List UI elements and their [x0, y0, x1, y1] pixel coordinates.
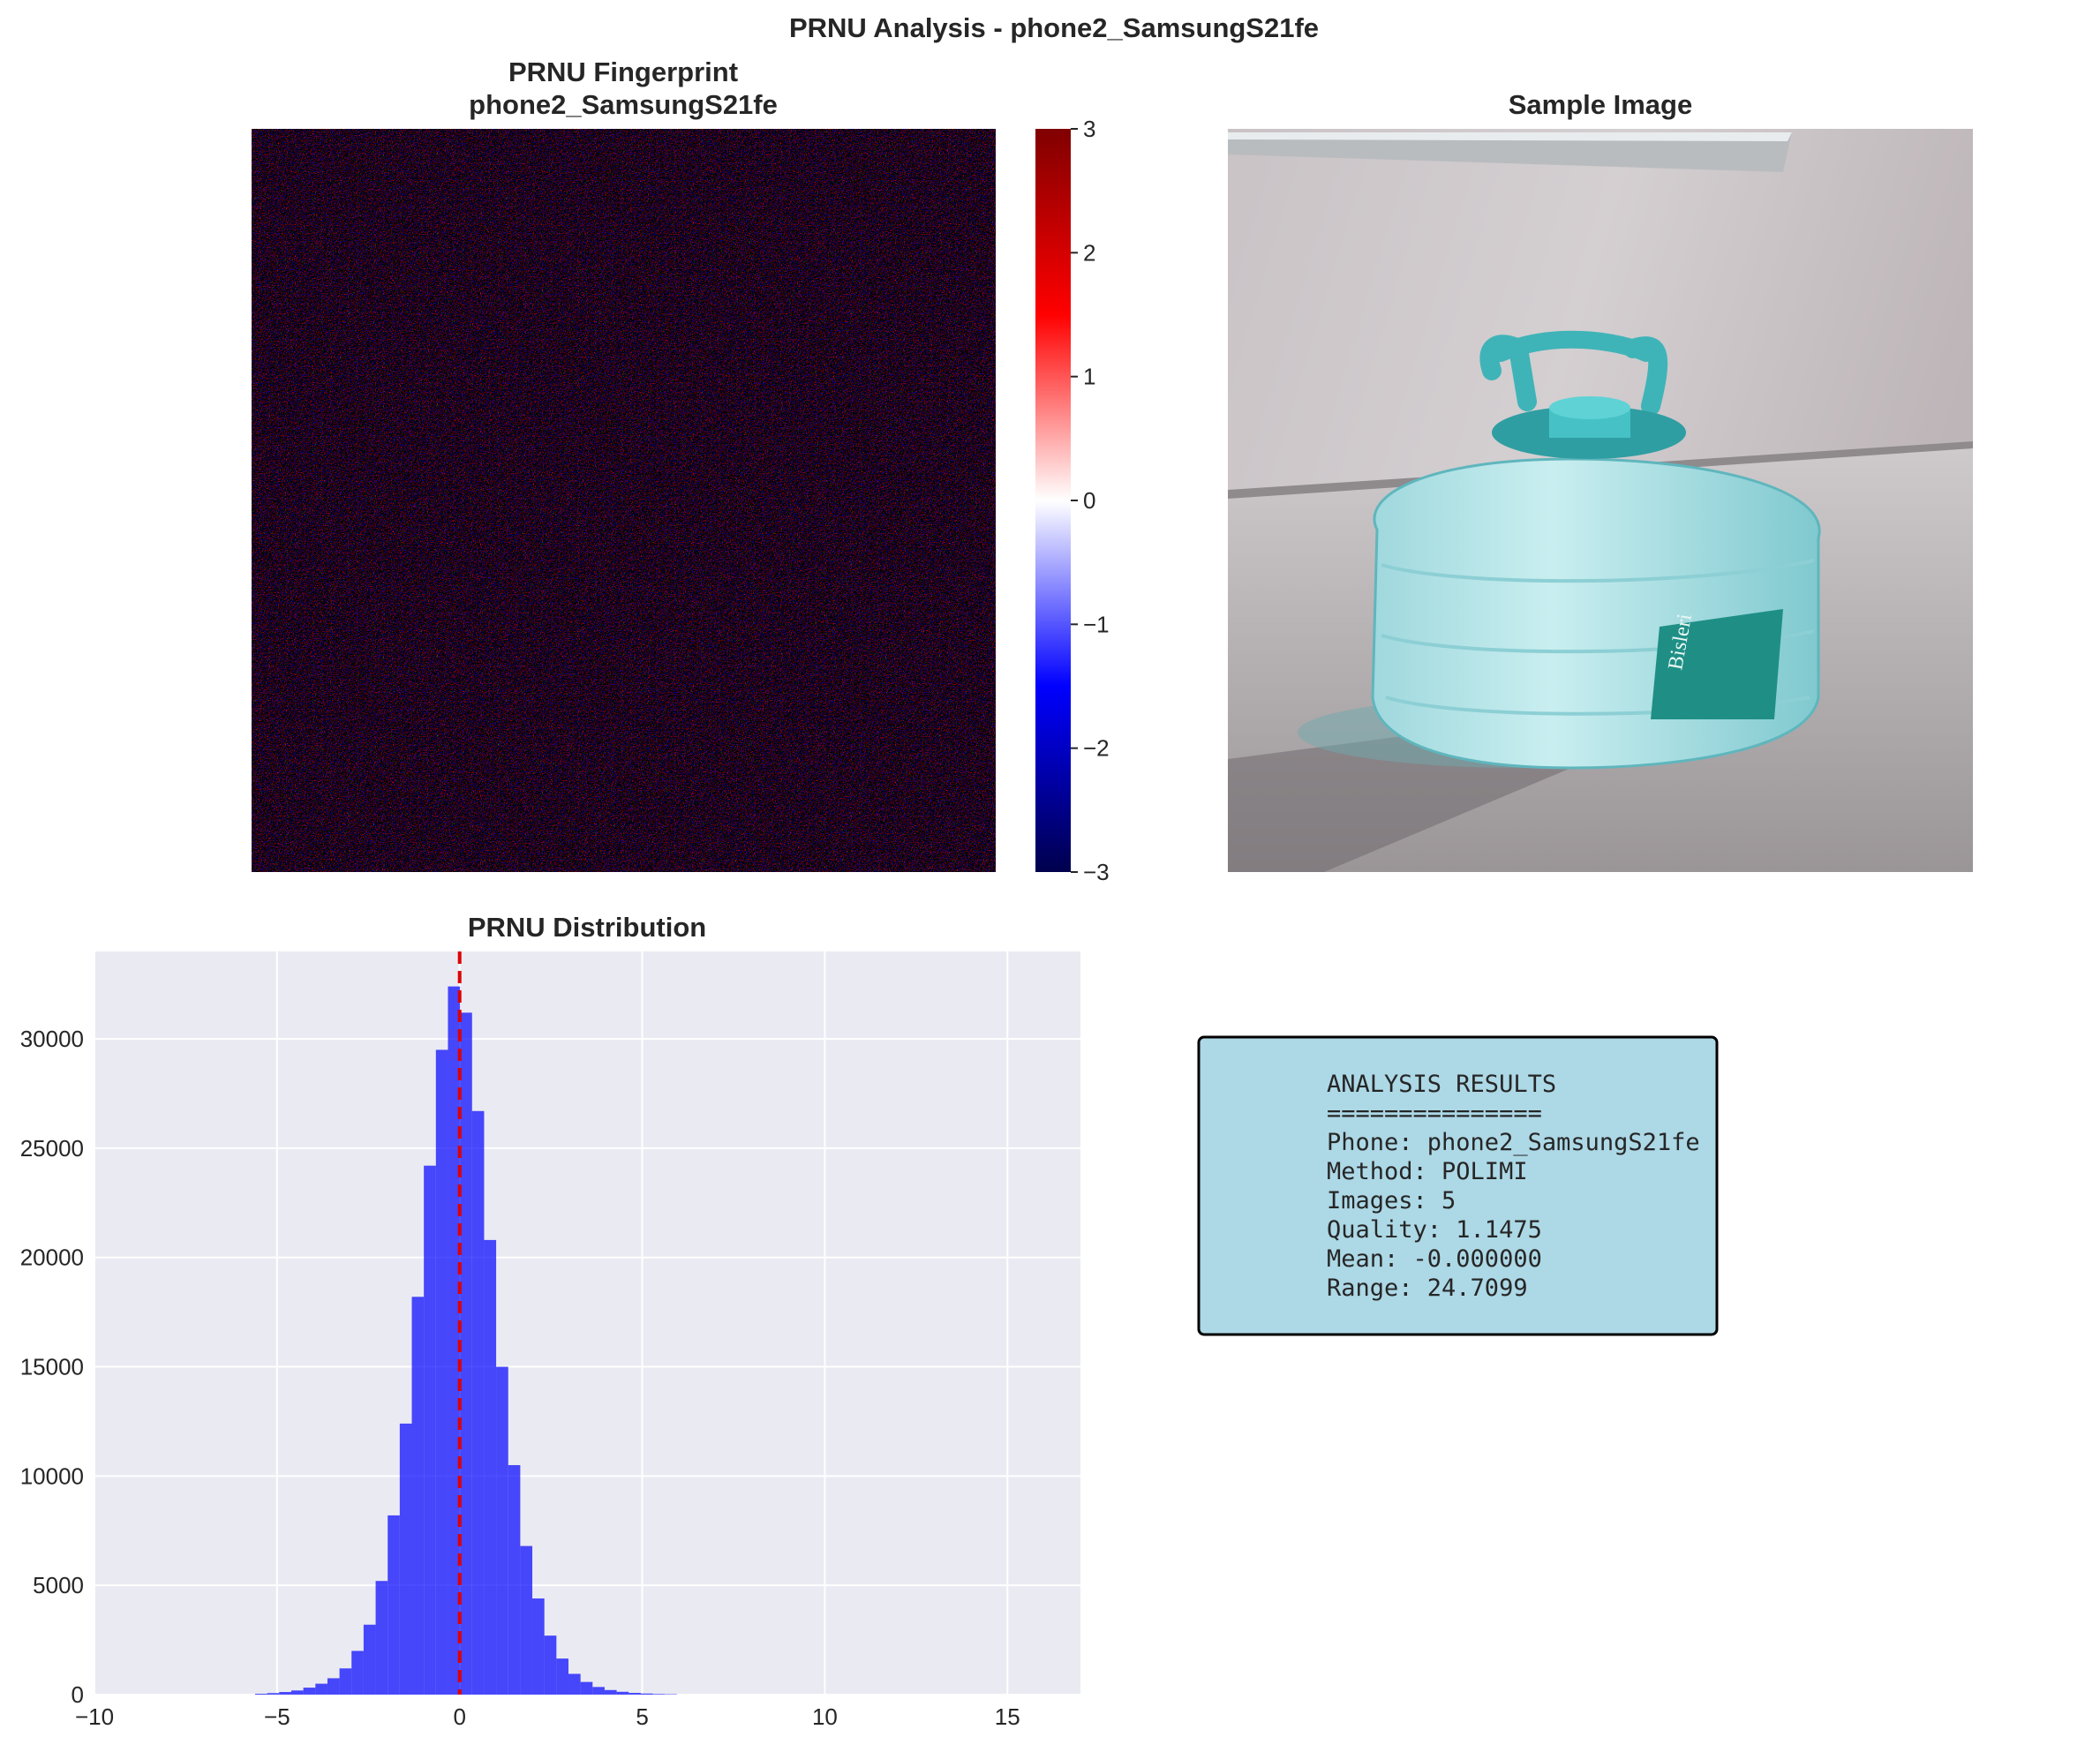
- distribution-title: PRNU Distribution: [468, 912, 706, 943]
- histogram-bar: [363, 1624, 376, 1695]
- results-line: Phone: phone2_SamsungS21fe: [1327, 1129, 1700, 1156]
- histogram-bar: [315, 1683, 327, 1695]
- colorbar-tick-label: 3: [1083, 116, 1095, 142]
- x-tick-label: −5: [264, 1703, 290, 1730]
- colorbar-tick-label: 0: [1083, 487, 1095, 514]
- histogram-bar: [460, 1012, 472, 1695]
- results-line: ===============: [1327, 1100, 1542, 1127]
- y-tick-label: 15000: [20, 1354, 84, 1380]
- histogram-bar: [640, 1693, 653, 1695]
- x-tick-label: −10: [75, 1703, 114, 1730]
- distribution-panel: PRNU Distribution −10 −5 0 5 10 15 0 5000 10000…: [20, 912, 1080, 1730]
- histogram-bar: [568, 1673, 581, 1695]
- results-panel: ANALYSIS RESULTS===============Phone: ph…: [1197, 1035, 1719, 1336]
- histogram-bar: [471, 1110, 485, 1695]
- x-tick-label: 15: [995, 1703, 1020, 1730]
- sample-image: Bisleri: [1228, 129, 1973, 872]
- histogram-bar: [327, 1678, 340, 1695]
- histogram-bar: [290, 1690, 304, 1695]
- histogram-bar: [532, 1598, 545, 1695]
- sample-panel: Sample Image Bisleri: [1228, 89, 1973, 872]
- x-tick-label: 5: [636, 1703, 648, 1730]
- results-line: Method: POLIMI: [1327, 1158, 1528, 1185]
- colorbar-ticks: 3 2 1 0 −1 −2 −3: [1071, 116, 1110, 885]
- histogram-bar: [652, 1694, 666, 1695]
- y-tick-label: 30000: [20, 1026, 84, 1052]
- results-line: Range: 24.7099: [1327, 1275, 1528, 1302]
- histogram-bar: [556, 1658, 568, 1695]
- histogram-bar: [255, 1694, 267, 1695]
- histogram-bar: [580, 1681, 593, 1695]
- colorbar-tick-label: −3: [1083, 859, 1110, 885]
- histogram-bars: [255, 986, 677, 1695]
- histogram-x-ticks: −10 −5 0 5 10 15: [75, 1703, 1020, 1730]
- colorbar-tick-label: 2: [1083, 239, 1095, 266]
- histogram-bar: [435, 1049, 448, 1695]
- results-lines: ANALYSIS RESULTS===============Phone: ph…: [1327, 1071, 1700, 1302]
- histogram-bar: [279, 1692, 291, 1695]
- histogram-axes-background: [94, 951, 1080, 1695]
- histogram-y-ticks: 0 5000 10000 15000 20000 25000 30000: [20, 1026, 84, 1708]
- fingerprint-title-line2: phone2_SamsungS21fe: [469, 89, 778, 120]
- figure-suptitle: PRNU Analysis - phone2_SamsungS21fe: [789, 12, 1319, 43]
- histogram-bar: [484, 1239, 497, 1695]
- histogram-bar: [388, 1515, 400, 1695]
- y-tick-label: 20000: [20, 1244, 84, 1271]
- y-tick-label: 0: [72, 1681, 84, 1708]
- histogram-bar: [339, 1668, 352, 1695]
- sample-title: Sample Image: [1509, 89, 1692, 120]
- histogram-bar: [375, 1581, 388, 1695]
- results-line: Quality: 1.1475: [1327, 1216, 1542, 1244]
- fingerprint-title-line1: PRNU Fingerprint: [508, 56, 738, 87]
- results-line: ANALYSIS RESULTS: [1327, 1071, 1556, 1098]
- colorbar: [1035, 129, 1071, 872]
- histogram-bar: [520, 1545, 533, 1695]
- histogram-bar: [424, 1165, 436, 1695]
- fingerprint-panel: PRNU Fingerprint phone2_SamsungS21fe 3 2 1…: [252, 56, 1110, 885]
- histogram-bar: [399, 1423, 412, 1695]
- results-box: [1197, 1035, 1719, 1336]
- histogram-bar: [604, 1689, 617, 1695]
- histogram-bar: [448, 986, 461, 1695]
- y-tick-label: 10000: [20, 1463, 84, 1489]
- histogram-bar: [592, 1687, 605, 1695]
- results-line: Mean: -0.000000: [1327, 1245, 1542, 1273]
- histogram-bar: [267, 1693, 280, 1695]
- histogram-bar: [411, 1297, 425, 1695]
- results-line: Images: 5: [1327, 1187, 1456, 1214]
- y-tick-label: 5000: [33, 1572, 84, 1598]
- histogram-bar: [628, 1693, 641, 1695]
- histogram-bar: [508, 1464, 521, 1695]
- histogram-bar: [544, 1635, 557, 1695]
- colorbar-tick-label: −1: [1083, 611, 1110, 637]
- histogram-bar: [496, 1366, 508, 1695]
- histogram-bar: [303, 1688, 316, 1695]
- x-tick-label: 10: [812, 1703, 838, 1730]
- x-tick-label: 0: [453, 1703, 465, 1730]
- colorbar-tick-label: −2: [1083, 735, 1110, 762]
- y-tick-label: 25000: [20, 1135, 84, 1162]
- colorbar-tick-label: 1: [1083, 364, 1095, 390]
- histogram-bar: [616, 1691, 629, 1695]
- histogram-bar: [351, 1651, 364, 1695]
- fingerprint-heatmap: [252, 129, 996, 872]
